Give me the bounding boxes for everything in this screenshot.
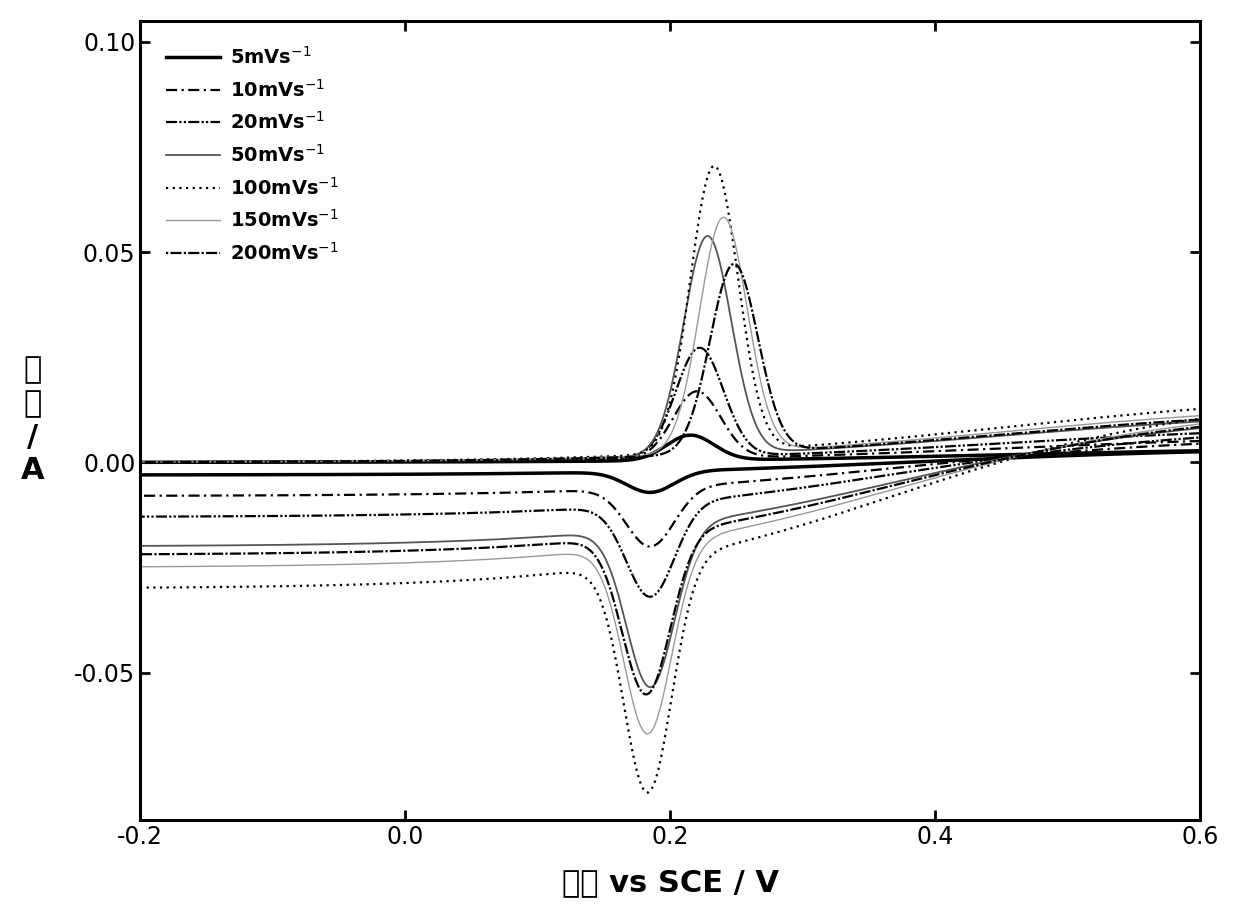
Line: 5mVs$^{-1}$: 5mVs$^{-1}$ [140, 435, 1200, 492]
10mVs$^{-1}$ [582, 487, 596, 498]
20mVs$^{-1}$ [193, 511, 208, 522]
Line: 150mVs$^{-1}$: 150mVs$^{-1}$ [140, 218, 1200, 733]
50mVs$^{-1}$ [241, 456, 255, 467]
5mVs$^{-1}$ [1166, 445, 1180, 456]
150mVs$^{-1}$ [1110, 417, 1125, 428]
5mVs$^{-1}$ [193, 469, 208, 480]
200mVs$^{-1}$ [192, 548, 207, 559]
50mVs$^{-1}$ [193, 540, 208, 551]
150mVs$^{-1}$ [640, 728, 655, 739]
100mVs$^{-1}$ [192, 582, 207, 593]
20mVs$^{-1}$ [1166, 429, 1180, 440]
100mVs$^{-1}$ [582, 576, 596, 587]
200mVs$^{-1}$ [582, 544, 596, 555]
100mVs$^{-1}$ [193, 582, 208, 593]
10mVs$^{-1}$ [689, 386, 704, 397]
50mVs$^{-1}$ [582, 533, 596, 544]
Y-axis label: 电
流
/
A: 电 流 / A [21, 355, 45, 486]
Line: 50mVs$^{-1}$: 50mVs$^{-1}$ [140, 236, 1200, 687]
5mVs$^{-1}$ [582, 468, 596, 479]
Line: 200mVs$^{-1}$: 200mVs$^{-1}$ [140, 263, 1200, 694]
150mVs$^{-1}$ [193, 561, 208, 572]
X-axis label: 电势 vs SCE / V: 电势 vs SCE / V [562, 868, 779, 897]
100mVs$^{-1}$ [1110, 410, 1125, 421]
150mVs$^{-1}$ [133, 456, 148, 467]
Line: 100mVs$^{-1}$: 100mVs$^{-1}$ [140, 166, 1200, 792]
200mVs$^{-1}$ [133, 549, 148, 560]
50mVs$^{-1}$ [1110, 421, 1125, 432]
10mVs$^{-1}$ [642, 541, 657, 552]
10mVs$^{-1}$ [241, 456, 255, 467]
200mVs$^{-1}$ [241, 456, 255, 467]
20mVs$^{-1}$ [1110, 431, 1125, 442]
150mVs$^{-1}$ [133, 561, 148, 572]
50mVs$^{-1}$ [192, 540, 207, 551]
150mVs$^{-1}$ [1166, 412, 1180, 423]
100mVs$^{-1}$ [707, 161, 722, 172]
Legend: 5mVs$^{-1}$, 10mVs$^{-1}$, 20mVs$^{-1}$, 50mVs$^{-1}$, 100mVs$^{-1}$, 150mVs$^{-: 5mVs$^{-1}$, 10mVs$^{-1}$, 20mVs$^{-1}$,… [156, 37, 348, 274]
20mVs$^{-1}$ [192, 511, 207, 522]
10mVs$^{-1}$ [193, 490, 208, 501]
200mVs$^{-1}$ [133, 456, 148, 467]
200mVs$^{-1}$ [1166, 416, 1180, 427]
20mVs$^{-1}$ [133, 456, 148, 467]
10mVs$^{-1}$ [1166, 436, 1180, 447]
20mVs$^{-1}$ [133, 511, 148, 522]
5mVs$^{-1}$ [642, 487, 657, 498]
20mVs$^{-1}$ [692, 342, 707, 353]
5mVs$^{-1}$ [133, 457, 148, 468]
150mVs$^{-1}$ [717, 212, 732, 223]
50mVs$^{-1}$ [701, 230, 715, 241]
100mVs$^{-1}$ [133, 456, 148, 467]
200mVs$^{-1}$ [193, 548, 208, 559]
10mVs$^{-1}$ [1110, 438, 1125, 449]
200mVs$^{-1}$ [1110, 420, 1125, 431]
100mVs$^{-1}$ [133, 582, 148, 593]
5mVs$^{-1}$ [192, 469, 207, 480]
150mVs$^{-1}$ [192, 561, 207, 572]
Line: 10mVs$^{-1}$: 10mVs$^{-1}$ [140, 391, 1200, 546]
20mVs$^{-1}$ [582, 506, 596, 517]
5mVs$^{-1}$ [133, 469, 148, 480]
50mVs$^{-1}$ [133, 456, 148, 467]
150mVs$^{-1}$ [582, 555, 596, 566]
200mVs$^{-1}$ [727, 258, 742, 269]
50mVs$^{-1}$ [1166, 418, 1180, 429]
50mVs$^{-1}$ [642, 681, 657, 692]
150mVs$^{-1}$ [241, 456, 255, 467]
5mVs$^{-1}$ [1110, 447, 1125, 458]
10mVs$^{-1}$ [133, 490, 148, 501]
20mVs$^{-1}$ [241, 456, 255, 467]
20mVs$^{-1}$ [642, 591, 657, 602]
100mVs$^{-1}$ [640, 787, 655, 798]
100mVs$^{-1}$ [241, 456, 255, 467]
10mVs$^{-1}$ [192, 490, 207, 501]
5mVs$^{-1}$ [682, 430, 697, 441]
200mVs$^{-1}$ [639, 688, 653, 700]
50mVs$^{-1}$ [133, 541, 148, 552]
10mVs$^{-1}$ [133, 457, 148, 468]
5mVs$^{-1}$ [241, 457, 255, 468]
Line: 20mVs$^{-1}$: 20mVs$^{-1}$ [140, 348, 1200, 597]
100mVs$^{-1}$ [1166, 406, 1180, 417]
